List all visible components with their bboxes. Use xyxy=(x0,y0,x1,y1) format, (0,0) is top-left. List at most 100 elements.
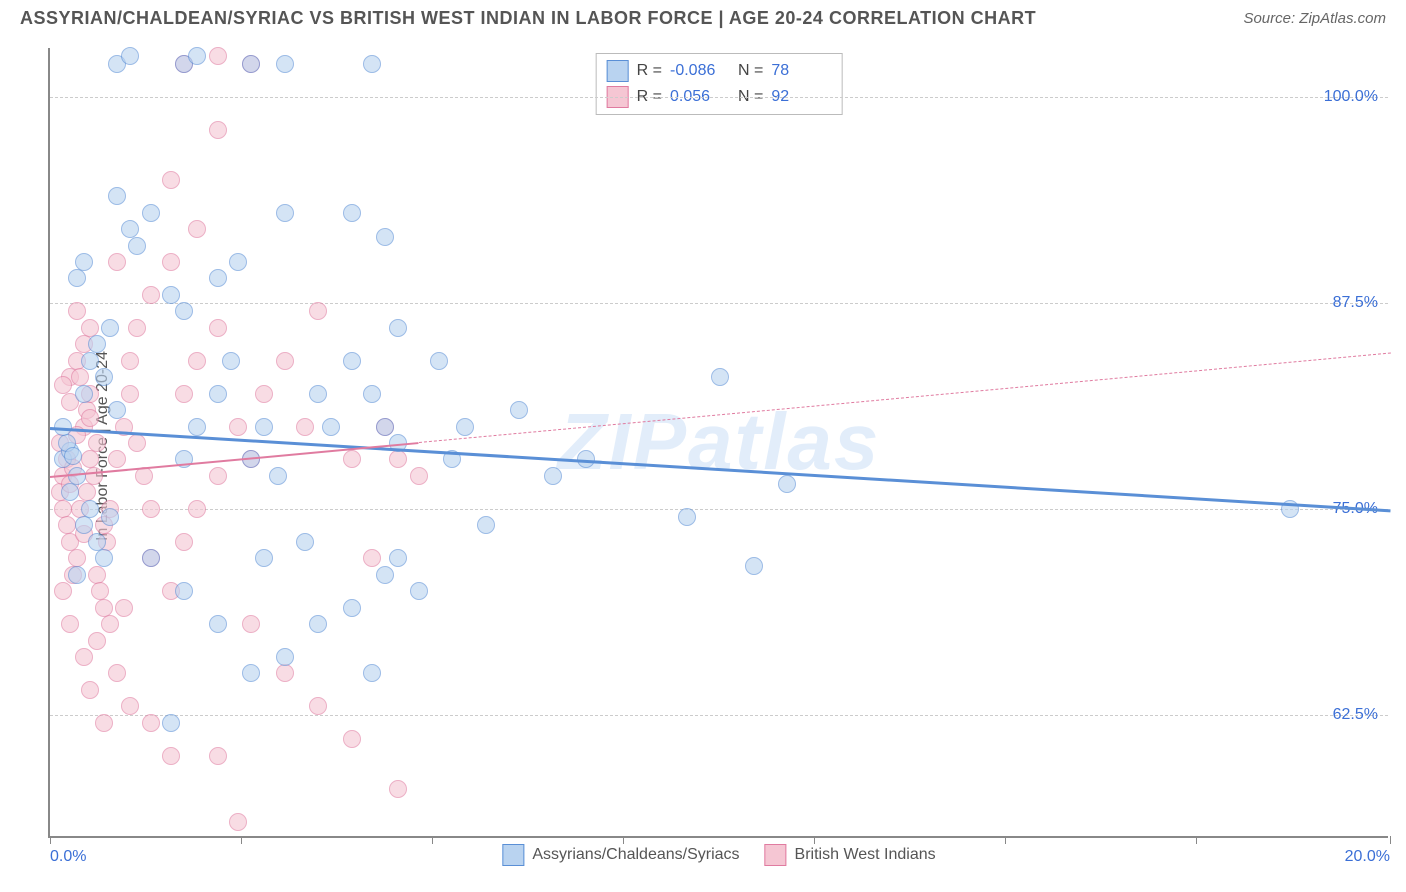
data-point xyxy=(410,582,428,600)
chart-title: ASSYRIAN/CHALDEAN/SYRIAC VS BRITISH WEST… xyxy=(20,8,1036,29)
data-point xyxy=(142,714,160,732)
data-point xyxy=(309,302,327,320)
data-point xyxy=(255,385,273,403)
legend-swatch xyxy=(607,60,629,82)
data-point xyxy=(162,253,180,271)
source-attribution: Source: ZipAtlas.com xyxy=(1243,10,1386,27)
legend-item: Assyrians/Chaldeans/Syriacs xyxy=(502,844,739,866)
data-point xyxy=(276,352,294,370)
data-point xyxy=(71,368,89,386)
data-point xyxy=(95,599,113,617)
data-point xyxy=(410,467,428,485)
data-point xyxy=(209,319,227,337)
data-point xyxy=(363,55,381,73)
data-point xyxy=(81,500,99,518)
data-point xyxy=(121,385,139,403)
data-point xyxy=(121,220,139,238)
data-point xyxy=(711,368,729,386)
data-point xyxy=(61,615,79,633)
data-point xyxy=(242,664,260,682)
data-point xyxy=(209,615,227,633)
data-point xyxy=(88,533,106,551)
x-tick xyxy=(623,836,624,844)
data-point xyxy=(376,418,394,436)
data-point xyxy=(456,418,474,436)
gridline xyxy=(50,715,1388,716)
data-point xyxy=(101,508,119,526)
data-point xyxy=(188,500,206,518)
trend-line xyxy=(418,352,1390,442)
data-point xyxy=(54,500,72,518)
data-point xyxy=(222,352,240,370)
correlation-legend: R =-0.086N =78R =0.056N =92 xyxy=(596,53,843,115)
data-point xyxy=(128,319,146,337)
data-point xyxy=(188,418,206,436)
data-point xyxy=(95,368,113,386)
data-point xyxy=(142,549,160,567)
data-point xyxy=(678,508,696,526)
data-point xyxy=(75,516,93,534)
data-point xyxy=(477,516,495,534)
x-tick xyxy=(432,836,433,844)
data-point xyxy=(276,55,294,73)
x-tick-label: 20.0% xyxy=(1345,848,1390,866)
data-point xyxy=(389,319,407,337)
data-point xyxy=(255,418,273,436)
data-point xyxy=(128,237,146,255)
data-point xyxy=(75,385,93,403)
data-point xyxy=(276,648,294,666)
trend-line xyxy=(50,442,419,478)
data-point xyxy=(175,385,193,403)
data-point xyxy=(229,813,247,831)
data-point xyxy=(745,557,763,575)
data-point xyxy=(242,55,260,73)
data-point xyxy=(121,697,139,715)
data-point xyxy=(162,714,180,732)
data-point xyxy=(108,664,126,682)
series-name: British West Indians xyxy=(795,846,936,864)
data-point xyxy=(309,697,327,715)
data-point xyxy=(58,516,76,534)
data-point xyxy=(78,483,96,501)
n-label: N = xyxy=(738,62,763,80)
data-point xyxy=(242,615,260,633)
data-point xyxy=(188,220,206,238)
x-tick xyxy=(241,836,242,844)
data-point xyxy=(142,286,160,304)
data-point xyxy=(162,171,180,189)
data-point xyxy=(188,47,206,65)
data-point xyxy=(81,681,99,699)
data-point xyxy=(376,228,394,246)
data-point xyxy=(296,533,314,551)
data-point xyxy=(544,467,562,485)
legend-item: British West Indians xyxy=(765,844,936,866)
data-point xyxy=(95,714,113,732)
data-point xyxy=(309,615,327,633)
data-point xyxy=(88,632,106,650)
data-point xyxy=(95,549,113,567)
data-point xyxy=(64,447,82,465)
data-point xyxy=(128,434,146,452)
data-point xyxy=(75,648,93,666)
data-point xyxy=(296,418,314,436)
gridline xyxy=(50,509,1388,510)
data-point xyxy=(209,467,227,485)
data-point xyxy=(389,450,407,468)
series-name: Assyrians/Chaldeans/Syriacs xyxy=(532,846,739,864)
n-value: 78 xyxy=(771,62,831,80)
data-point xyxy=(162,286,180,304)
x-tick xyxy=(814,836,815,844)
data-point xyxy=(81,409,99,427)
data-point xyxy=(88,566,106,584)
data-point xyxy=(68,549,86,567)
data-point xyxy=(188,352,206,370)
data-point xyxy=(88,335,106,353)
data-point xyxy=(75,253,93,271)
data-point xyxy=(209,269,227,287)
gridline xyxy=(50,303,1388,304)
data-point xyxy=(142,500,160,518)
data-point xyxy=(363,549,381,567)
data-point xyxy=(121,47,139,65)
data-point xyxy=(389,780,407,798)
data-point xyxy=(363,664,381,682)
